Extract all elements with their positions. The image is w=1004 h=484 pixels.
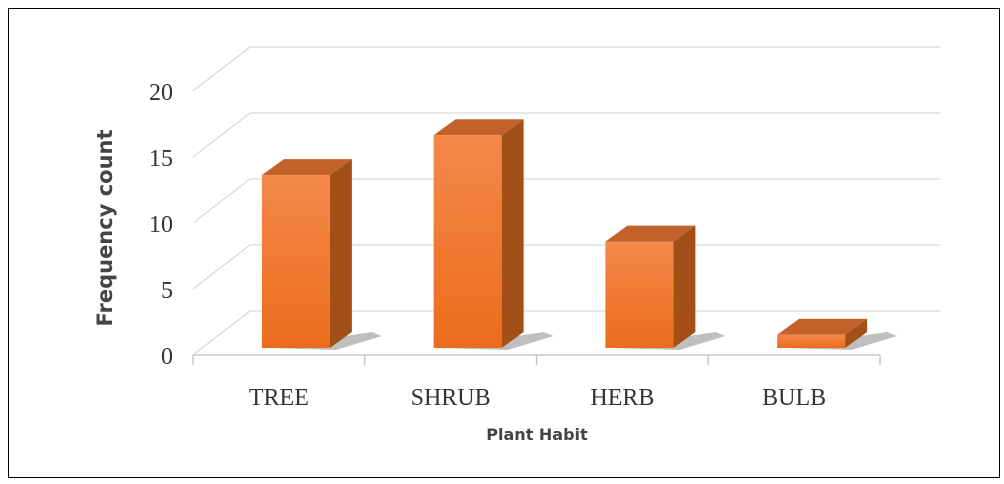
- bar-top: [777, 318, 868, 335]
- y-axis-label: Frequency count: [93, 129, 117, 326]
- bar-side: [673, 225, 696, 348]
- bar: [605, 241, 674, 348]
- x-tick-label: BULB: [762, 385, 826, 411]
- bar: [261, 175, 330, 348]
- y-tick-label: 5: [161, 278, 173, 304]
- x-tick-label: SHRUB: [411, 385, 491, 411]
- bar-side: [845, 318, 868, 348]
- y-tick-label: 15: [149, 146, 173, 172]
- bar-top: [433, 119, 524, 136]
- x-axis-label: Plant Habit: [486, 425, 588, 444]
- grid-line: [192, 178, 940, 224]
- grid-line: [192, 112, 940, 158]
- bar: [433, 135, 502, 348]
- grid-line: [192, 310, 940, 356]
- bar-top: [605, 225, 696, 242]
- x-tick-label: HERB: [590, 385, 654, 411]
- grid-line: [192, 46, 940, 92]
- bar-side: [501, 119, 524, 348]
- y-tick-label: 0: [161, 344, 173, 370]
- y-tick-label: 20: [149, 80, 173, 106]
- grid-line: [192, 244, 940, 290]
- bar-top: [261, 159, 352, 176]
- y-tick-label: 10: [149, 212, 173, 238]
- bar: [777, 334, 846, 348]
- x-tick-label: TREE: [249, 385, 309, 411]
- bar-side: [329, 159, 352, 348]
